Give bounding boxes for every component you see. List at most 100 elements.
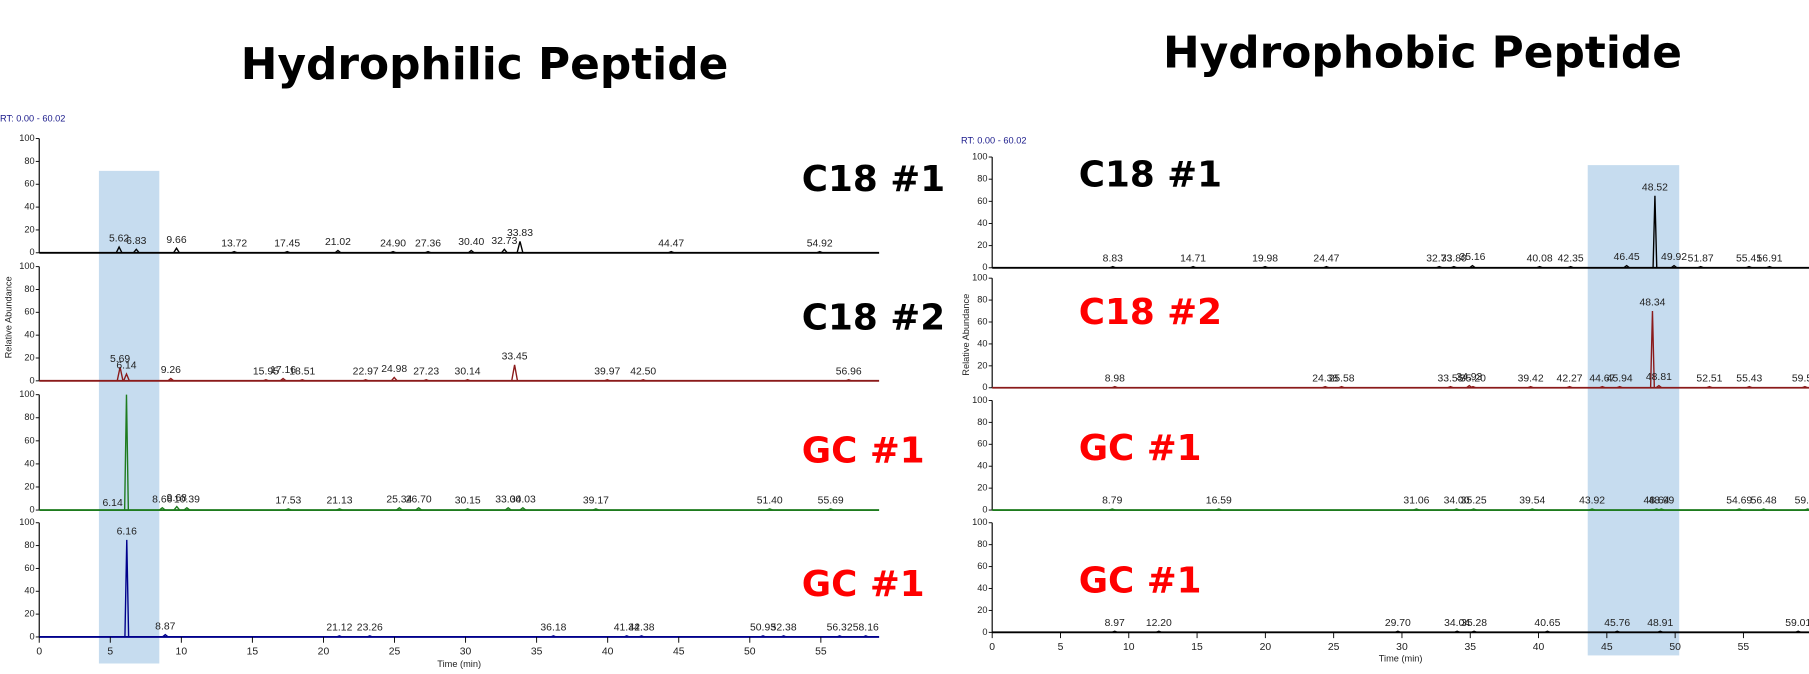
peak-label: 29.70 bbox=[1385, 618, 1411, 629]
peak-label: 6.14 bbox=[103, 498, 123, 509]
peak-label: 9.66 bbox=[166, 235, 186, 246]
y-tick-label: 80 bbox=[24, 540, 34, 550]
peak bbox=[1215, 508, 1222, 511]
y-tick-label: 80 bbox=[24, 412, 34, 422]
peak bbox=[1447, 385, 1454, 389]
peak bbox=[167, 377, 175, 382]
peak bbox=[827, 508, 834, 511]
x-tick-label: 20 bbox=[1260, 642, 1272, 653]
x-tick-label: 45 bbox=[673, 647, 685, 658]
peak bbox=[1745, 265, 1753, 269]
y-tick-label: 60 bbox=[977, 561, 987, 571]
y-tick-label: 100 bbox=[972, 395, 987, 405]
peak bbox=[334, 249, 342, 254]
peak-label: 39.97 bbox=[594, 366, 620, 377]
peak bbox=[362, 378, 369, 382]
peak bbox=[1470, 508, 1477, 511]
peak-label: 39.42 bbox=[1518, 373, 1544, 384]
peak-label: 34.00 bbox=[1444, 496, 1470, 507]
peak-label: 8.66 bbox=[152, 494, 172, 505]
peak bbox=[1599, 385, 1606, 389]
x-tick-label: 25 bbox=[1328, 642, 1340, 653]
peak bbox=[1566, 385, 1573, 389]
panel-title: Hydrophilic Peptide bbox=[241, 39, 729, 90]
peak bbox=[500, 248, 508, 254]
peak bbox=[1454, 630, 1461, 633]
peak bbox=[623, 635, 630, 638]
trace-name: C18 #1 bbox=[1079, 155, 1222, 196]
peak-label: 40.08 bbox=[1527, 253, 1553, 264]
peak bbox=[1189, 265, 1197, 269]
y-tick-label: 0 bbox=[29, 247, 34, 257]
peak-label: 56.91 bbox=[1757, 253, 1783, 264]
peak bbox=[1470, 630, 1478, 633]
peak bbox=[1527, 385, 1534, 389]
peak-label: 23.26 bbox=[357, 622, 383, 633]
peak-label: 45.76 bbox=[1604, 618, 1630, 629]
peak bbox=[1338, 385, 1345, 389]
peak bbox=[132, 248, 140, 254]
peak-label: 5.69 bbox=[110, 354, 130, 365]
y-tick-label: 0 bbox=[29, 504, 34, 514]
y-tick-label: 80 bbox=[977, 295, 987, 305]
y-tick-label: 80 bbox=[24, 284, 34, 294]
peak bbox=[592, 508, 600, 511]
peak bbox=[516, 241, 524, 253]
y-axis-title: Relative Abundance bbox=[4, 276, 14, 358]
peak bbox=[423, 378, 430, 382]
peak-label: 48.64 bbox=[1644, 496, 1670, 507]
x-tick-label: 5 bbox=[107, 647, 113, 658]
peak bbox=[299, 378, 306, 382]
x-tick-label: 10 bbox=[176, 647, 188, 658]
peak bbox=[1155, 630, 1162, 633]
y-tick-label: 0 bbox=[982, 627, 987, 637]
y-axis-title: Relative Abundance bbox=[961, 294, 971, 376]
y-tick-label: 100 bbox=[19, 389, 34, 399]
x-tick-label: 0 bbox=[989, 642, 995, 653]
peak-label: 32.73 bbox=[491, 236, 517, 247]
peak bbox=[1657, 630, 1664, 633]
x-tick-label: 30 bbox=[460, 647, 472, 658]
peak bbox=[1111, 630, 1118, 633]
x-tick-label: 50 bbox=[1669, 642, 1681, 653]
peak-label: 34.93 bbox=[1456, 372, 1482, 383]
peak bbox=[504, 506, 512, 511]
peak-label: 55.41 bbox=[1736, 253, 1762, 264]
trace-name: C18 #2 bbox=[1079, 292, 1222, 333]
peak bbox=[1413, 508, 1420, 511]
peak bbox=[1536, 265, 1543, 269]
peak bbox=[424, 250, 432, 254]
peak-label: 42.50 bbox=[630, 366, 656, 377]
y-tick-label: 60 bbox=[977, 316, 987, 326]
panel-title: Hydrophobic Peptide bbox=[1163, 27, 1682, 78]
peak-label: 6.83 bbox=[126, 236, 146, 247]
y-tick-label: 80 bbox=[977, 417, 987, 427]
peak bbox=[1544, 630, 1551, 633]
peak bbox=[415, 506, 422, 511]
peak bbox=[173, 246, 180, 254]
peak bbox=[1323, 265, 1330, 269]
peak bbox=[1261, 265, 1269, 269]
peak bbox=[1109, 508, 1116, 511]
peak bbox=[1623, 264, 1630, 269]
y-tick-label: 20 bbox=[24, 481, 34, 491]
peak bbox=[1529, 508, 1536, 511]
peak-label: 42.35 bbox=[1558, 253, 1584, 264]
y-tick-label: 40 bbox=[24, 330, 34, 340]
peak bbox=[284, 250, 291, 254]
trace-name: GC #1 bbox=[802, 430, 925, 471]
y-tick-label: 60 bbox=[977, 439, 987, 449]
peak bbox=[1588, 508, 1596, 511]
peak-label: 42.38 bbox=[629, 622, 655, 633]
peak-label: 8.79 bbox=[1102, 496, 1122, 507]
x-axis-title: Time (min) bbox=[437, 659, 481, 669]
peak bbox=[862, 635, 869, 638]
peak-label: 43.92 bbox=[1579, 496, 1605, 507]
x-tick-label: 30 bbox=[1396, 642, 1408, 653]
peak-label: 19.98 bbox=[1252, 253, 1278, 264]
peak-label: 33.00 bbox=[495, 494, 521, 505]
peak-label: 59.70 bbox=[1795, 496, 1809, 507]
peak bbox=[116, 366, 124, 381]
y-tick-label: 20 bbox=[977, 360, 987, 370]
